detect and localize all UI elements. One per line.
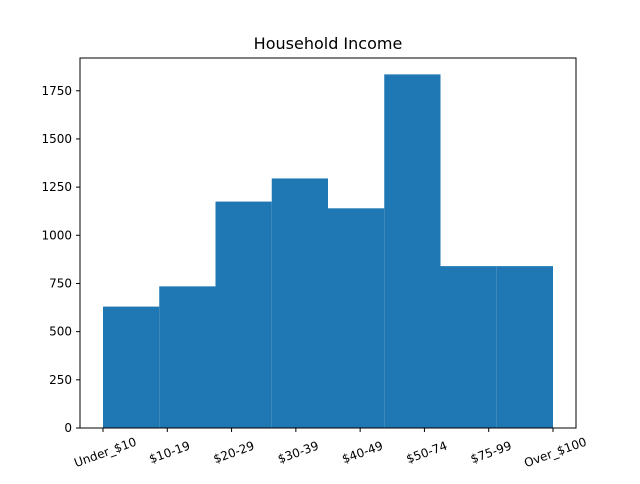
y-tick-label: 1750 bbox=[41, 84, 72, 98]
histogram-bar-4 bbox=[271, 178, 328, 428]
x-tick-label: $10-19 bbox=[147, 439, 192, 467]
plot-frame bbox=[79, 57, 577, 429]
histogram-bar-7 bbox=[440, 266, 497, 428]
bars-layer bbox=[103, 74, 553, 428]
x-tick-label: $50-74 bbox=[404, 439, 449, 467]
x-tick-label: $75-99 bbox=[469, 439, 514, 467]
y-tick-label: 1500 bbox=[41, 132, 72, 146]
histogram-bar-5 bbox=[328, 208, 385, 428]
y-tick-label: 500 bbox=[49, 325, 72, 339]
y-tick-label: 1250 bbox=[41, 180, 72, 194]
y-tick-label: 1000 bbox=[41, 228, 72, 242]
histogram-bar-3 bbox=[215, 201, 272, 428]
x-tick-label: $30-39 bbox=[276, 439, 321, 467]
histogram-bar-6 bbox=[384, 74, 441, 428]
y-tick-label: 0 bbox=[64, 421, 72, 435]
y-tick-label: 750 bbox=[49, 276, 72, 290]
x-tick-label: $20-29 bbox=[212, 439, 257, 467]
histogram-bar-2 bbox=[159, 286, 216, 428]
x-tick-label: Over_$100 bbox=[522, 435, 588, 471]
histogram-bar-1 bbox=[103, 306, 160, 428]
x-tick-label: Under_$10 bbox=[72, 435, 138, 470]
x-tick-label: $40-49 bbox=[340, 439, 385, 467]
histogram-bar-8 bbox=[496, 266, 553, 428]
chart-title: Household Income bbox=[254, 34, 403, 53]
y-tick-label: 250 bbox=[49, 373, 72, 387]
